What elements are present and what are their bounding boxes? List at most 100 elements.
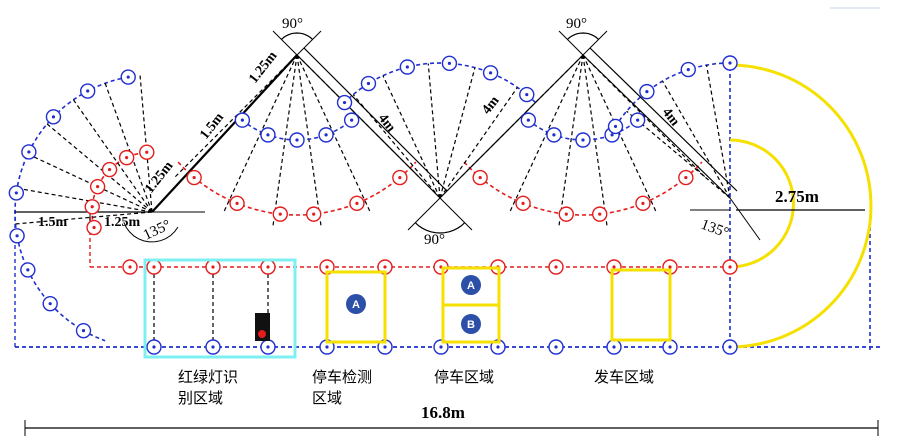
- left-inner-node-dot: [96, 185, 100, 189]
- zone-label-parking-detect-1: 停车检测: [312, 368, 372, 386]
- fan-a-angle-arc: [281, 32, 313, 40]
- red-track-node-dot: [612, 265, 616, 269]
- fan-b-blue-node-dot: [581, 138, 585, 142]
- left-inner-node-dot: [107, 167, 112, 172]
- blue-track-node-dot: [728, 345, 732, 349]
- left-spoke: [104, 83, 153, 213]
- right-blue-node-dot: [613, 124, 618, 129]
- fan-b-red-node-dot: [478, 175, 482, 180]
- dim-1-5m-horiz: 1.5m: [38, 215, 68, 230]
- fan-b-red-node-dot: [641, 201, 645, 205]
- left-inner-node-dot: [145, 150, 149, 154]
- fan-b-angle-arc: [567, 32, 599, 40]
- zone-label-traffic-light-1: 红绿灯识: [178, 368, 238, 386]
- yellow-outer-curve: [729, 63, 873, 349]
- red-track-node-dot: [266, 265, 270, 269]
- departure-zone: [610, 268, 672, 342]
- fan-a-spoke: [272, 54, 298, 229]
- blue-track-node-dot: [152, 345, 156, 349]
- fan-a-spoke: [222, 54, 298, 214]
- fan-b-red-node-dot: [684, 175, 688, 180]
- fan-b-blue-node-dot: [636, 118, 640, 122]
- left-spoke: [27, 153, 153, 213]
- left-spoke: [46, 123, 153, 213]
- red-track-node-dot: [668, 265, 672, 269]
- fan-b-spoke: [508, 54, 584, 214]
- left-outer-node-dot: [81, 329, 86, 333]
- zone-label-parking: 停车区域: [434, 368, 494, 386]
- red-track-node-dot: [383, 265, 387, 269]
- fan-b-red-arc: [463, 161, 703, 216]
- right-blue-node-dot: [645, 90, 649, 94]
- diag-4m-c-ext: [589, 47, 738, 192]
- blue-track-node-dot: [211, 345, 215, 349]
- blue-track-node-dot: [439, 345, 443, 349]
- fan-a-red-node-dot: [192, 175, 196, 180]
- left-inner-node-dot: [90, 205, 94, 209]
- blue-track-node-dot: [325, 345, 329, 349]
- waypoint-markers: [8, 55, 738, 355]
- fan-b-spoke: [558, 54, 584, 229]
- fan-a-angle-leg: [296, 30, 322, 56]
- left-outer-arc-lower: [16, 235, 106, 342]
- diag-main-left: [151, 54, 298, 213]
- blue-track-node-dot: [668, 345, 672, 349]
- diag-4m-b: [439, 54, 584, 199]
- fan-a-blue-node-dot: [295, 138, 299, 142]
- blue-track-node-dot: [383, 345, 387, 349]
- blue-track-node-dot: [554, 345, 558, 349]
- fan-b-spoke: [582, 54, 658, 214]
- mid-spoke: [439, 67, 476, 199]
- left-outer-node-dot: [126, 75, 130, 79]
- left-outer-node-dot: [48, 302, 52, 306]
- fan-b-red-node-dot: [564, 212, 568, 216]
- parking-badge-b-text: B: [467, 319, 475, 331]
- parking-detect-zone: [325, 270, 387, 344]
- traffic-light-zone: [143, 258, 297, 359]
- fan-a-blue-node-dot: [324, 133, 328, 137]
- zone-label-traffic-light-2: 别区域: [178, 389, 223, 407]
- left-angle-arc: [123, 222, 179, 243]
- blue-track-node-dot: [496, 345, 500, 349]
- left-spoke: [139, 75, 153, 213]
- angle-90-left: 90°: [282, 16, 303, 32]
- mid-spoke: [427, 63, 441, 199]
- left-outer-node-dot: [27, 150, 31, 154]
- left-spoke: [15, 211, 153, 225]
- fan-a-spoke: [296, 54, 372, 214]
- mid-blue-node-dot: [447, 61, 452, 65]
- fan-a-red-node-dot: [312, 212, 316, 216]
- dim-1-25m-top: 1.25m: [246, 48, 280, 86]
- traffic-light-red-icon: [258, 330, 266, 338]
- left-inner-node-dot: [92, 225, 96, 230]
- left-spoke: [16, 187, 153, 213]
- dim-1-25m-horiz: 1.25m: [104, 215, 141, 230]
- blue-track-node-dot: [266, 345, 270, 349]
- mid-angle-arc: [414, 222, 466, 234]
- fan-b-angle-leg: [558, 30, 584, 56]
- right-spoke: [626, 110, 731, 199]
- left-outer-node-dot: [15, 234, 19, 238]
- dim-2-75m: 2.75m: [775, 187, 819, 206]
- detect-badge-a-text: A: [352, 299, 360, 311]
- zone-label-departure: 发车区域: [594, 368, 654, 386]
- angle-90-bottom: 90°: [424, 232, 445, 248]
- right-spoke: [705, 64, 731, 199]
- red-track-node-dot: [128, 265, 132, 269]
- fan-a-spoke: [296, 54, 322, 229]
- fan-b-blue-node-dot: [610, 133, 614, 137]
- fan-b-red-node-dot: [521, 201, 525, 205]
- red-track-node-dot: [152, 265, 156, 269]
- right-tail: [729, 197, 761, 241]
- mid-blue-node-dot: [405, 65, 409, 69]
- mid-angle-leg: [439, 197, 473, 231]
- zone-label-parking-detect-2: 区域: [312, 389, 342, 407]
- diag-4m-a-ext: [303, 47, 448, 192]
- fan-a-red-arc: [177, 161, 417, 216]
- red-track-node-dot: [728, 265, 732, 269]
- mid-angle-leg: [407, 197, 441, 231]
- fan-a-red-node-dot: [355, 201, 359, 205]
- right-spoke: [661, 80, 731, 199]
- fan-a-angle-leg: [272, 30, 298, 56]
